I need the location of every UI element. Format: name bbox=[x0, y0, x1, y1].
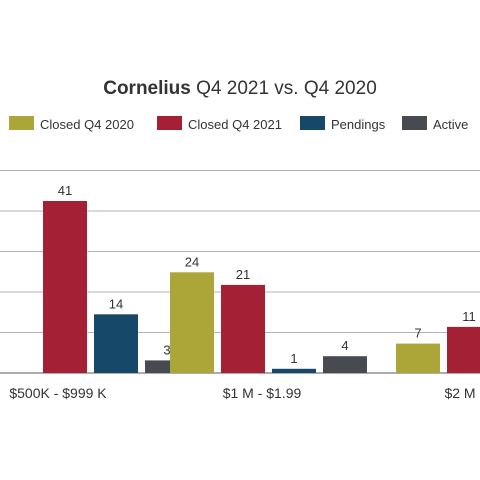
data-label: 7 bbox=[414, 326, 421, 341]
bar bbox=[396, 343, 440, 373]
data-label: 4 bbox=[341, 338, 348, 353]
chart-title-rest: Q4 2021 vs. Q4 2020 bbox=[191, 78, 377, 99]
legend-label: Closed Q4 2020 bbox=[40, 117, 134, 132]
chart-title-bold: Cornelius bbox=[103, 78, 191, 99]
legend-label: Pendings bbox=[331, 117, 386, 132]
data-label: 11 bbox=[462, 309, 476, 324]
legend: Closed Q4 2020 Closed Q4 2021 Pendings Acti… bbox=[9, 116, 468, 132]
legend-label: Active bbox=[433, 117, 468, 132]
bar bbox=[323, 356, 367, 373]
bar bbox=[447, 326, 480, 373]
bar bbox=[221, 284, 265, 373]
bar bbox=[43, 201, 87, 373]
x-tick-label: $500K - $999 K bbox=[9, 385, 107, 401]
bar bbox=[272, 368, 316, 373]
data-label: 24 bbox=[185, 254, 199, 269]
legend-swatch bbox=[402, 116, 427, 130]
legend-swatch bbox=[9, 116, 34, 130]
legend-swatch bbox=[300, 116, 325, 130]
bar bbox=[94, 314, 138, 373]
data-label: 41 bbox=[58, 183, 72, 198]
data-label: 14 bbox=[109, 296, 123, 311]
x-axis-labels: $500K - $999 K $1 M - $1.99 $2 M bbox=[9, 385, 475, 401]
legend-swatch bbox=[157, 116, 182, 130]
legend-label: Closed Q4 2021 bbox=[188, 117, 282, 132]
x-tick-label: $2 M bbox=[444, 385, 475, 401]
chart-title: Cornelius Q4 2021 vs. Q4 2020 bbox=[103, 78, 377, 99]
bar bbox=[170, 272, 214, 373]
data-label: 21 bbox=[236, 267, 250, 282]
data-label: 3 bbox=[163, 342, 170, 357]
data-label: 1 bbox=[290, 351, 297, 366]
x-tick-label: $1 M - $1.99 bbox=[223, 385, 302, 401]
